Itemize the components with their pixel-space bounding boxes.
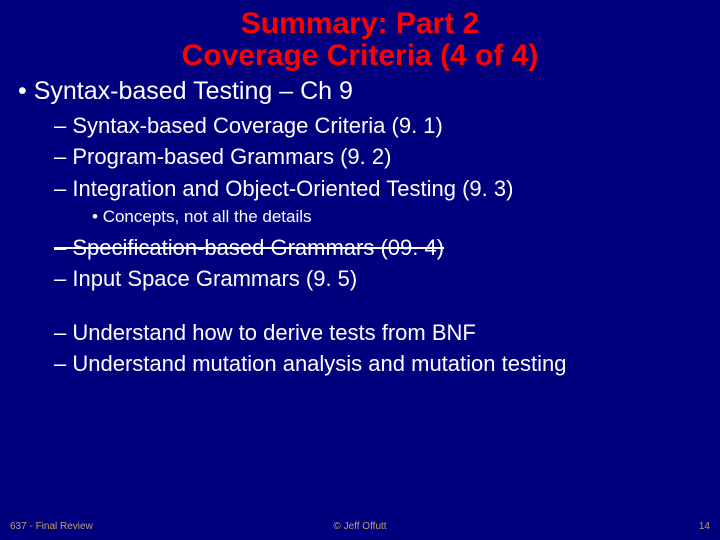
bullet-level2-struck: Specification-based Grammars (09. 4) — [54, 234, 702, 262]
bullet-level2: Integration and Object-Oriented Testing … — [54, 175, 702, 203]
bullet-level2: Understand mutation analysis and mutatio… — [54, 350, 702, 378]
title-line-1: Summary: Part 2 — [18, 8, 702, 40]
slide-title: Summary: Part 2 Coverage Criteria (4 of … — [18, 8, 702, 73]
spacer — [18, 297, 702, 319]
bullet-level3: Concepts, not all the details — [92, 206, 702, 227]
bullet-level1: Syntax-based Testing – Ch 9 — [18, 77, 702, 106]
bullet-level2: Understand how to derive tests from BNF — [54, 319, 702, 347]
bullet-level2: Program-based Grammars (9. 2) — [54, 143, 702, 171]
slide: Summary: Part 2 Coverage Criteria (4 of … — [0, 0, 720, 540]
bullet-level2: Syntax-based Coverage Criteria (9. 1) — [54, 112, 702, 140]
title-line-2: Coverage Criteria (4 of 4) — [18, 40, 702, 72]
bullet-level2: Input Space Grammars (9. 5) — [54, 265, 702, 293]
footer-page-number: 14 — [699, 521, 710, 532]
footer-center: © Jeff Offutt — [0, 521, 720, 532]
